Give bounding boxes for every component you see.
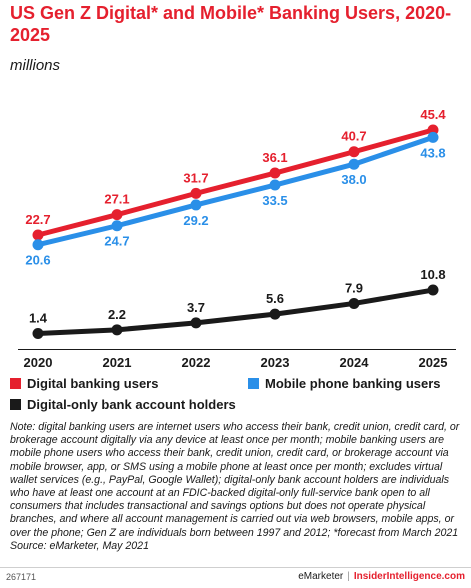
data-label-digital-2023: 36.1 [262,150,287,165]
brand-emarketer: eMarketer [298,571,344,582]
point-digital-2021 [111,209,123,221]
data-label-mobile-2021: 24.7 [104,234,129,249]
data-label-digital_only-2022: 3.7 [187,300,205,315]
point-digital-2020 [32,229,44,241]
point-digital_only-2024 [348,297,360,309]
point-mobile-2020 [32,239,44,251]
source-text: Source: eMarketer, May 2021 [10,539,149,552]
point-digital_only-2022 [190,317,202,329]
point-mobile-2021 [111,220,123,232]
point-mobile-2022 [190,199,202,211]
data-label-mobile-2023: 33.5 [262,193,287,208]
series-line-mobile [35,134,436,248]
point-digital-2022 [190,187,202,199]
data-label-mobile-2020: 20.6 [25,253,50,268]
series-line-digital_only [35,287,436,337]
data-label-digital-2025: 45.4 [420,107,446,122]
chart-id: 267171 [6,572,37,582]
chart-subtitle: millions [10,57,61,74]
legend: Digital banking users Mobile phone banki… [10,372,465,422]
point-digital_only-2023 [269,308,281,320]
data-label-digital-2022: 31.7 [183,170,208,185]
point-digital_only-2025 [427,284,439,296]
x-tick-label-2024: 2024 [340,355,370,370]
brand: eMarketer | InsiderIntelligence.com [298,571,465,582]
x-tick-label-2023: 2023 [261,355,290,370]
data-label-digital-2020: 22.7 [25,212,50,227]
data-label-mobile-2025: 43.8 [420,145,445,160]
brand-separator: | [347,571,350,582]
x-tick-label-2022: 2022 [182,355,211,370]
data-label-mobile-2022: 29.2 [183,213,208,228]
legend-label-mobile: Mobile phone banking users [265,376,441,391]
legend-item-digital: Digital banking users [10,376,158,391]
data-label-digital_only-2023: 5.6 [266,291,284,306]
data-label-digital_only-2021: 2.2 [108,307,126,322]
data-label-digital-2021: 27.1 [104,192,129,207]
line-chart: 22.7 27.1 31.7 36.1 40.7 45.4 20.6 24.7 29.2 33.5… [18,107,456,370]
legend-swatch-digital [10,378,21,389]
footer: 267171 eMarketer | InsiderIntelligence.com [0,567,471,588]
legend-swatch-mobile [248,378,259,389]
data-label-mobile-2024: 38.0 [341,172,366,187]
legend-label-digital-only: Digital-only bank account holders [27,397,236,412]
chart-title: US Gen Z Digital* and Mobile* Banking Us… [10,3,452,45]
chart-note: Note: digital banking users are internet… [10,421,465,553]
legend-item-digital-only: Digital-only bank account holders [10,397,236,412]
data-label-digital_only-2024: 7.9 [345,280,363,295]
point-mobile-2025 [427,131,439,143]
data-label-digital_only-2025: 10.8 [420,267,445,282]
x-tick-label-2021: 2021 [103,355,132,370]
data-label-digital_only-2020: 1.4 [29,311,48,326]
note-text: Note: digital banking users are internet… [10,421,460,539]
brand-insider-intelligence: InsiderIntelligence.com [353,571,465,582]
legend-item-mobile: Mobile phone banking users [248,376,441,391]
point-mobile-2024 [348,158,360,170]
x-tick-label-2025: 2025 [419,355,448,370]
point-digital_only-2021 [111,324,123,336]
point-digital-2023 [269,167,281,179]
legend-swatch-digital-only [10,399,21,410]
point-mobile-2023 [269,179,281,191]
series-line-digital [35,127,436,238]
legend-label-digital: Digital banking users [27,376,159,391]
point-digital_only-2020 [32,328,44,340]
x-tick-label-2020: 2020 [24,355,53,370]
data-label-digital-2024: 40.7 [341,129,366,144]
point-digital-2024 [348,146,360,158]
